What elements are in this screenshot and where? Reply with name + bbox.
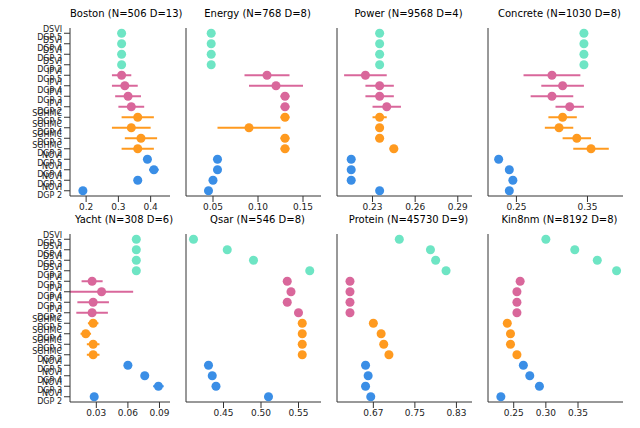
svg-text:0.15: 0.15 — [293, 202, 313, 212]
svg-text:0.26: 0.26 — [405, 202, 425, 212]
svg-text:0.35: 0.35 — [568, 408, 588, 418]
svg-text:0.50: 0.50 — [251, 408, 271, 418]
svg-text:0.45: 0.45 — [213, 408, 233, 418]
svg-text:0.03: 0.03 — [86, 408, 106, 418]
svg-text:0.30: 0.30 — [536, 408, 556, 418]
svg-text:NOVIDGP 2: NOVIDGP 2 — [37, 389, 62, 406]
svg-text:0.06: 0.06 — [118, 408, 138, 418]
svg-text:0.55: 0.55 — [288, 408, 308, 418]
svg-text:0.2: 0.2 — [79, 202, 93, 212]
svg-text:0.25: 0.25 — [506, 202, 526, 212]
svg-text:0.83: 0.83 — [446, 408, 466, 418]
svg-text:0.75: 0.75 — [405, 408, 425, 418]
svg-text:0.4: 0.4 — [143, 202, 158, 212]
svg-text:0.09: 0.09 — [149, 408, 169, 418]
svg-text:0.29: 0.29 — [448, 202, 468, 212]
svg-text:0.23: 0.23 — [363, 202, 383, 212]
svg-text:0.05: 0.05 — [203, 202, 223, 212]
svg-text:NOVIDGP 2: NOVIDGP 2 — [37, 183, 62, 200]
svg-text:0.10: 0.10 — [248, 202, 268, 212]
svg-text:0.67: 0.67 — [363, 408, 383, 418]
svg-text:0.35: 0.35 — [577, 202, 597, 212]
svg-text:0.3: 0.3 — [111, 202, 125, 212]
svg-text:0.25: 0.25 — [504, 408, 524, 418]
